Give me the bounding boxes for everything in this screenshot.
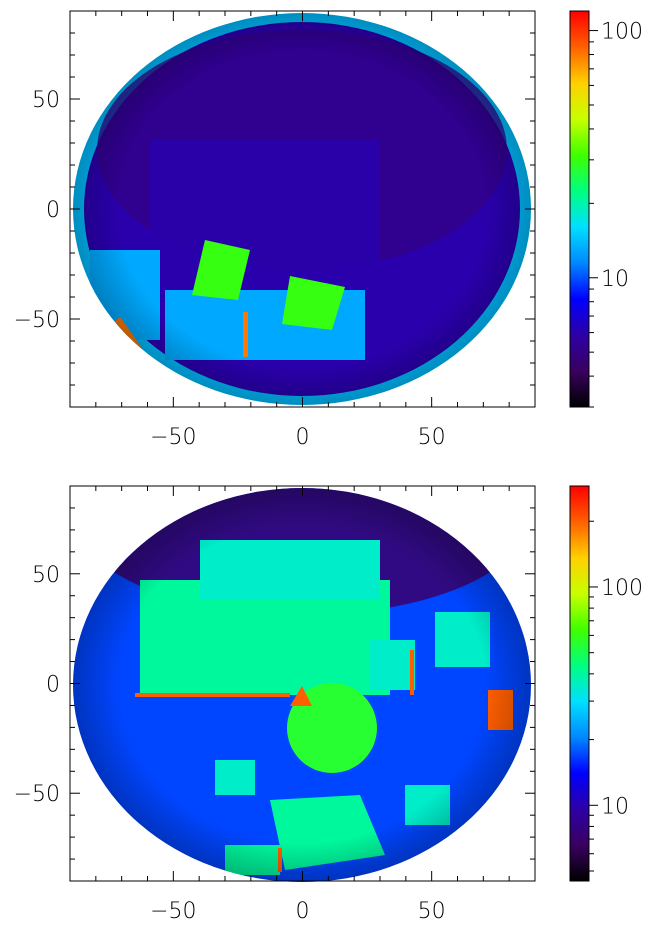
bottom-colorbar: 10 100 — [569, 485, 643, 882]
bottom-colorbar-ticks: 10 100 — [589, 520, 643, 872]
bottom-colorbar-tick-label: 10 — [601, 794, 629, 819]
bottom-x-tick-label: −50 — [150, 899, 196, 924]
top-map — [73, 13, 531, 405]
bottom-map — [73, 488, 531, 882]
bottom-colorbar-bar — [569, 485, 590, 882]
bottom-x-ticks: −50 0 50 — [69, 486, 536, 924]
top-x-tick-label: 0 — [296, 425, 310, 450]
top-x-ticks: −50 0 50 — [69, 11, 536, 450]
top-colorbar-tick-label: 10 — [601, 267, 629, 292]
bottom-panel: −50 0 50 50 0 −50 10 100 — [14, 485, 643, 924]
bottom-y-tick-label: 50 — [32, 563, 60, 588]
top-x-tick-label: 50 — [418, 425, 446, 450]
top-hot-spot-right — [508, 289, 531, 331]
top-colorbar: 10 100 — [569, 10, 643, 408]
bottom-y-tick-label: −50 — [14, 782, 60, 807]
bottom-y-tick-label: 0 — [46, 673, 60, 698]
top-y-tick-label: −50 — [14, 308, 60, 333]
top-y-tick-label: 0 — [46, 198, 60, 223]
top-colorbar-bar — [569, 10, 590, 408]
bottom-x-tick-label: 0 — [296, 899, 310, 924]
bottom-y-ticks: 50 0 −50 — [14, 485, 535, 882]
top-y-ticks: 50 0 −50 — [14, 10, 535, 408]
bottom-x-tick-label: 50 — [418, 899, 446, 924]
bottom-colorbar-tick-label: 100 — [601, 576, 643, 601]
top-panel: −50 0 50 50 0 −50 10 100 — [14, 10, 643, 450]
top-colorbar-tick-label: 100 — [601, 20, 643, 45]
top-y-tick-label: 50 — [32, 88, 60, 113]
top-x-tick-label: −50 — [150, 425, 196, 450]
top-colorbar-ticks: 10 100 — [589, 20, 643, 408]
